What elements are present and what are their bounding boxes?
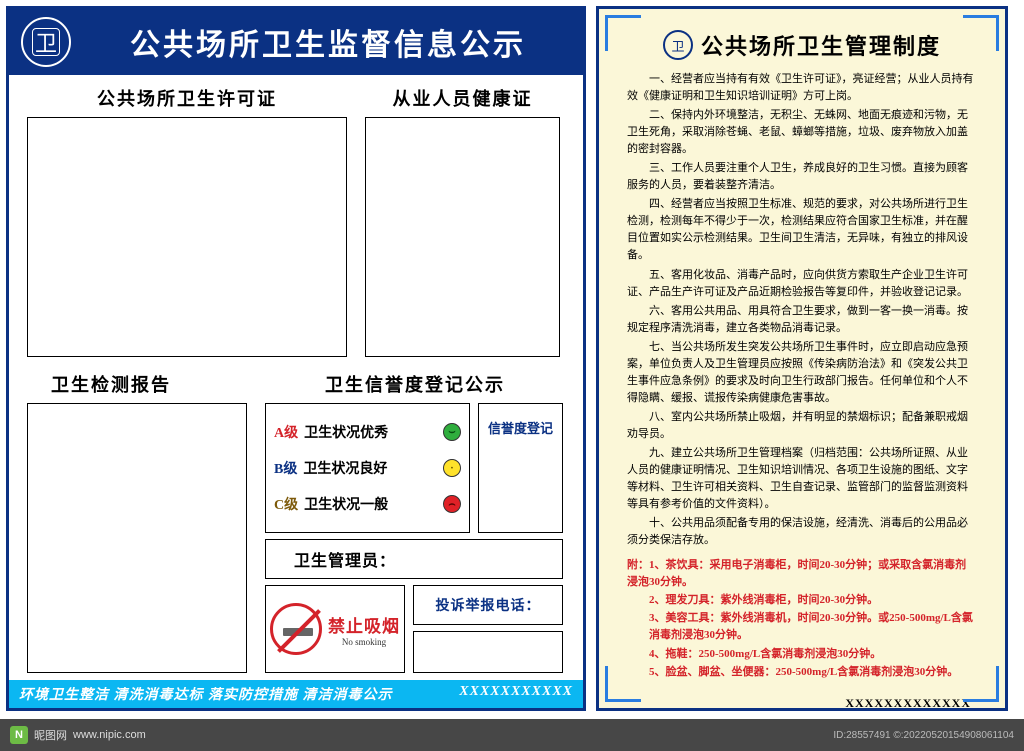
healthcert-placeholder-box (365, 117, 560, 357)
rule-item: 二、保持内外环境整洁，无积尘、无蛛网、地面无痕迹和污物，无卫生死角，采取消除苍蝇… (627, 107, 977, 158)
credit-register-box: 信誉度登记 (478, 403, 563, 533)
credit-register-label: 信誉度登记 (488, 418, 553, 437)
corner-ornament-icon (963, 15, 999, 51)
healthcert-section: 从业人员健康证 (365, 85, 560, 357)
footer-x: XXXXXXXXXXX (459, 684, 573, 704)
left-footer-bar: 环境卫生整洁 清洗消毒达标 落实防控措施 清洁消毒公示 XXXXXXXXXXX (9, 680, 583, 708)
rule-item: 五、客用化妆品、消毒产品时，应向供货方索取生产企业卫生许可证、产品生产许可证及产… (627, 267, 977, 301)
permit-placeholder-box (27, 117, 347, 357)
appendix-item: 1、茶饮具：采用电子消毒柜，时间20-30分钟；或采取含氯消毒剂浸泡30分钟。 (627, 559, 966, 588)
appendix-item: 5、脸盆、脚盆、坐便器：250-500mg/L含氯消毒剂浸泡30分钟。 (627, 664, 977, 681)
appendix-body: 附：1、茶饮具：采用电子消毒柜，时间20-30分钟；或采取含氯消毒剂浸泡30分钟… (609, 551, 995, 680)
site-logo-icon: N (10, 726, 28, 744)
rule-item: 八、室内公共场所禁止吸烟，并有明显的禁烟标识；配备兼职戒烟劝导员。 (627, 409, 977, 443)
appendix-item: 3、美容工具：紫外线消毒机，时间20-30分钟。或250-500mg/L含氯消毒… (627, 610, 977, 644)
neutral-face-icon: · (443, 459, 461, 477)
no-smoking-box: 禁止吸烟 No smoking (265, 585, 405, 673)
sad-face-icon: ⌢ (443, 495, 461, 513)
corner-ornament-icon (605, 666, 641, 702)
permit-title: 公共场所卫生许可证 (27, 85, 347, 111)
no-smoking-icon (270, 603, 322, 655)
corner-ornament-icon (605, 15, 641, 51)
smile-face-icon: ⌣ (443, 423, 461, 441)
rules-body: 一、经营者应当持有有效《卫生许可证》，亮证经营；从业人员持有效《健康证明和卫生知… (609, 71, 995, 549)
rule-item: 一、经营者应当持有有效《卫生许可证》，亮证经营；从业人员持有效《健康证明和卫生知… (627, 71, 977, 105)
rule-item: 十、公共用品须配备专用的保洁设施，经清洗、消毒后的公用品必须分类保洁存放。 (627, 515, 977, 549)
watermark-footer: N 昵图网 www.nipic.com ID:28557491 ©:202205… (0, 719, 1024, 751)
health-emblem-small-icon: 卫 (663, 30, 693, 60)
site-name: 昵图网 (34, 727, 67, 743)
no-smoking-en: No smoking (342, 637, 386, 647)
supervision-info-board: 卫 公共场所卫生监督信息公示 公共场所卫生许可证 从业人员健康证 卫生检测报告 (6, 6, 586, 711)
site-url: www.nipic.com (73, 729, 146, 741)
rating-line-a: A级 卫生状况优秀 ⌣ (274, 422, 461, 442)
healthcert-title: 从业人员健康证 (365, 85, 560, 111)
management-system-board: 卫 公共场所卫生管理制度 一、经营者应当持有有效《卫生许可证》，亮证经营；从业人… (596, 6, 1008, 711)
rating-a-desc: 卫生状况优秀 (304, 422, 388, 442)
left-header: 卫 公共场所卫生监督信息公示 (9, 9, 583, 75)
rating-b-grade: B级 (274, 458, 297, 478)
rating-b-desc: 卫生状况良好 (303, 458, 387, 478)
image-meta: ID:28557491 ©:20220520154908061104 (833, 730, 1014, 741)
footer-slogan: 环境卫生整洁 清洗消毒达标 落实防控措施 清洁消毒公示 (19, 684, 393, 704)
rule-item: 四、经营者应当按照卫生标准、规范的要求，对公共场所进行卫生检测，检测每年不得少于… (627, 196, 977, 264)
corner-ornament-icon (963, 666, 999, 702)
report-section: 卫生检测报告 (27, 371, 247, 673)
appendix-lead: 附： (627, 559, 649, 571)
rule-item: 七、当公共场所发生突发公共场所卫生事件时，应立即启动应急预案，单位负责人及卫生管… (627, 339, 977, 407)
report-title: 卫生检测报告 (27, 371, 247, 397)
health-inspection-emblem-icon: 卫 (21, 17, 71, 67)
rating-a-grade: A级 (274, 422, 298, 442)
left-board-title: 公共场所卫生监督信息公示 (85, 20, 571, 64)
right-header: 卫 公共场所卫生管理制度 (609, 29, 995, 61)
signature-line: XXXXXXXXXXXXX (609, 682, 995, 715)
complaint-tel-box: 投诉举报电话： (413, 585, 563, 625)
rating-c-grade: C级 (274, 494, 298, 514)
appendix-item: 2、理发刀具：紫外线消毒柜，时间20-30分钟。 (627, 592, 977, 609)
credit-title: 卫生信誉度登记公示 (265, 371, 565, 397)
rating-line-b: B级 卫生状况良好 · (274, 458, 461, 478)
rule-item: 六、客用公共用品、用具符合卫生要求，做到一客一换一消毒。按规定程序清洗消毒，建立… (627, 303, 977, 337)
rule-item: 三、工作人员要注重个人卫生，养成良好的卫生习惯。直接为顾客服务的人员，要着装整齐… (627, 160, 977, 194)
credit-section: 卫生信誉度登记公示 A级 卫生状况优秀 ⌣ B级 卫生状况良好 · (265, 371, 565, 673)
appendix-item: 4、拖鞋：250-500mg/L含氯消毒剂浸泡30分钟。 (627, 646, 977, 663)
rating-c-desc: 卫生状况一般 (304, 494, 388, 514)
right-board-title: 公共场所卫生管理制度 (701, 29, 941, 61)
report-placeholder-box (27, 403, 247, 673)
permit-section: 公共场所卫生许可证 (27, 85, 347, 357)
rating-line-c: C级 卫生状况一般 ⌢ (274, 494, 461, 514)
blank-box (413, 631, 563, 673)
complaint-tel-label: 投诉举报电话： (436, 595, 541, 615)
no-smoking-cn: 禁止吸烟 (328, 612, 400, 637)
rating-box: A级 卫生状况优秀 ⌣ B级 卫生状况良好 · C级 卫 (265, 403, 470, 533)
manager-box: 卫生管理员： (265, 539, 563, 579)
manager-label: 卫生管理员： (294, 547, 396, 571)
rule-item: 九、建立公共场所卫生管理档案（归档范围：公共场所证照、从业人员的健康证明情况、卫… (627, 445, 977, 513)
